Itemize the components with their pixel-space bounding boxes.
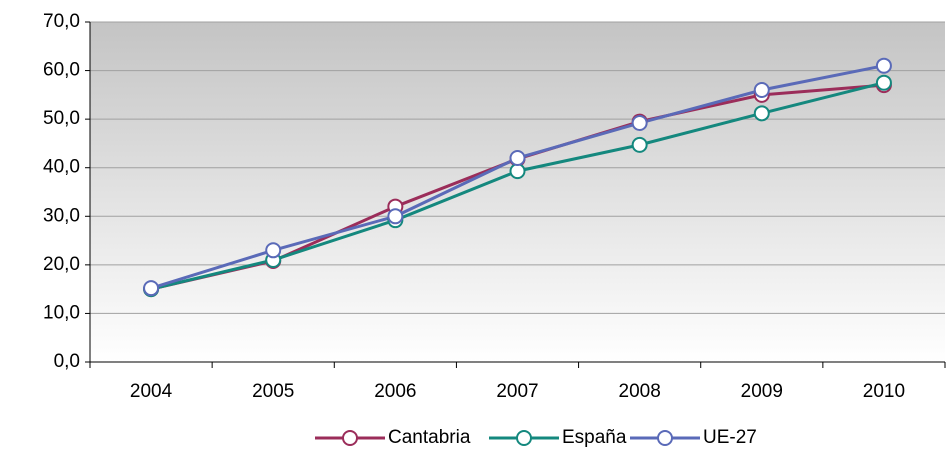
- legend-marker: [516, 430, 532, 446]
- y-tick-label: 20,0: [43, 254, 80, 275]
- x-tick-label: 2004: [130, 381, 173, 402]
- marker: [753, 82, 770, 98]
- x-tick-label: 2006: [374, 381, 416, 402]
- x-tick-label: 2009: [741, 381, 783, 402]
- x-tick-label: 2007: [496, 381, 538, 402]
- marker: [509, 150, 526, 166]
- legend-label: España: [562, 427, 627, 448]
- legend-label: Cantabria: [388, 427, 471, 448]
- y-tick-label: 70,0: [43, 11, 80, 32]
- marker: [509, 163, 526, 180]
- marker: [631, 115, 648, 132]
- marker: [875, 74, 892, 91]
- legend-marker: [342, 430, 358, 446]
- marker: [631, 136, 648, 153]
- y-tick-label: 50,0: [43, 108, 80, 129]
- marker: [265, 242, 282, 259]
- legend-marker: [657, 430, 673, 446]
- marker: [387, 208, 404, 225]
- marker: [875, 57, 892, 74]
- y-tick-label: 30,0: [43, 205, 80, 226]
- x-tick-label: 2005: [252, 381, 294, 402]
- y-tick-label: 60,0: [43, 60, 80, 81]
- marker: [753, 105, 770, 122]
- x-tick-label: 2010: [863, 381, 905, 402]
- legend-label: UE-27: [703, 427, 757, 448]
- plot-area: [90, 22, 945, 362]
- x-tick-label: 2008: [619, 381, 661, 402]
- y-tick-label: 10,0: [43, 302, 80, 323]
- y-tick-label: 0,0: [54, 351, 80, 372]
- marker: [143, 280, 160, 297]
- y-tick-label: 40,0: [43, 157, 80, 178]
